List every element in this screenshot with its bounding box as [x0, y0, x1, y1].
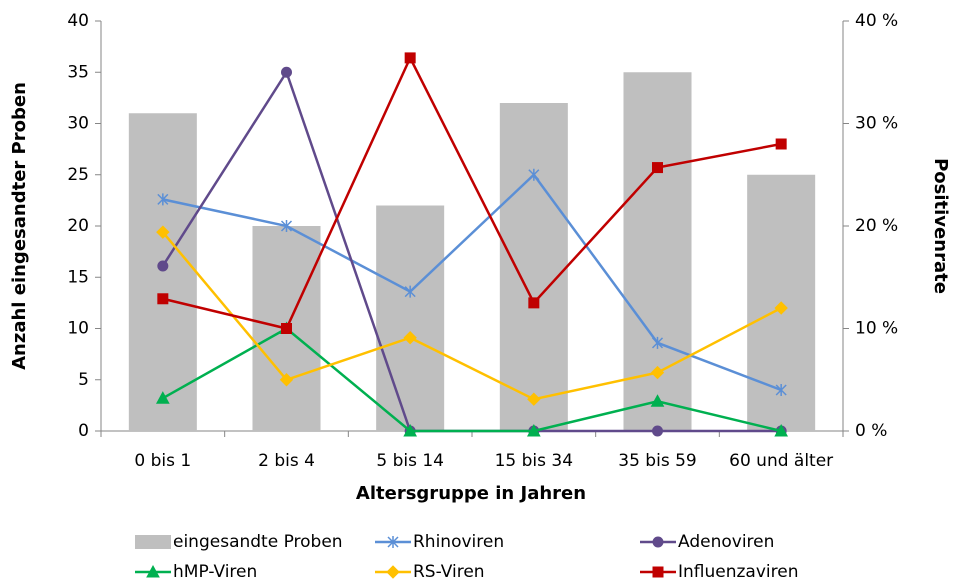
x-tick-label: 2 bis 4 [258, 451, 315, 471]
point [775, 138, 787, 150]
legend-swatch [135, 535, 171, 549]
point [651, 336, 664, 349]
x-tick-label: 15 bis 34 [495, 451, 573, 471]
point [281, 66, 292, 78]
y-axis-title: Anzahl eingesandter Proben [9, 82, 30, 370]
point [157, 293, 169, 305]
x-axis-title: Altersgruppe in Jahren [356, 483, 586, 504]
y2-tick-label: 30 % [855, 114, 898, 134]
y-tick-label: 5 [78, 370, 89, 390]
line [162, 172, 782, 392]
legend-label: Adenoviren [678, 532, 774, 552]
point [774, 301, 788, 315]
legend-label: Rhinoviren [413, 532, 504, 552]
point [404, 285, 416, 298]
line [162, 55, 782, 330]
y-tick-label: 10 [67, 319, 89, 339]
point [526, 423, 541, 437]
point [528, 297, 540, 309]
point [652, 162, 663, 174]
point [279, 373, 294, 387]
line [161, 231, 782, 401]
line [162, 326, 782, 433]
y-tick-label: 35 [67, 62, 89, 82]
y2-tick-label: 20 % [855, 216, 898, 236]
point [650, 365, 665, 380]
legend-marker [146, 564, 160, 578]
point [650, 394, 665, 407]
point [403, 331, 417, 345]
point [403, 423, 418, 437]
legend-label: eingesandte Proben [173, 532, 343, 552]
point [155, 391, 170, 404]
y-tick-label: 0 [78, 421, 89, 441]
point [156, 225, 170, 239]
x-tick-label: 35 bis 59 [618, 451, 696, 471]
y2-tick-label: 40 % [855, 11, 898, 31]
legend-label: RS-Viren [413, 562, 485, 582]
point [528, 168, 540, 181]
legend-label: Influenzaviren [678, 562, 798, 582]
bar [499, 103, 568, 431]
point [281, 323, 292, 334]
y2-tick-label: 0 % [855, 421, 887, 441]
y-tick-label: 25 [67, 165, 89, 185]
point [157, 260, 169, 272]
legend-marker [652, 536, 664, 548]
y-tick-label: 40 [67, 11, 89, 31]
y2-tick-label: 10 % [855, 319, 898, 339]
legend-marker [387, 536, 399, 548]
point [280, 220, 293, 232]
x-tick-label: 0 bis 1 [134, 451, 191, 471]
point [652, 425, 663, 437]
legend-label: hMP-Viren [173, 562, 257, 582]
y-tick-label: 15 [67, 267, 89, 287]
point [774, 423, 789, 437]
legend-marker [652, 566, 664, 578]
point [527, 392, 541, 406]
y-tick-label: 30 [67, 114, 89, 134]
x-tick-label: 60 und älter [729, 451, 833, 471]
bar [376, 205, 445, 431]
x-tick-label: 5 bis 14 [376, 451, 444, 471]
legend-marker [386, 565, 400, 579]
bar [128, 113, 197, 431]
point [157, 193, 169, 206]
point [404, 52, 416, 64]
point [775, 384, 787, 396]
y2-axis-title: Positivenrate [930, 158, 951, 294]
y-tick-label: 20 [67, 216, 89, 236]
